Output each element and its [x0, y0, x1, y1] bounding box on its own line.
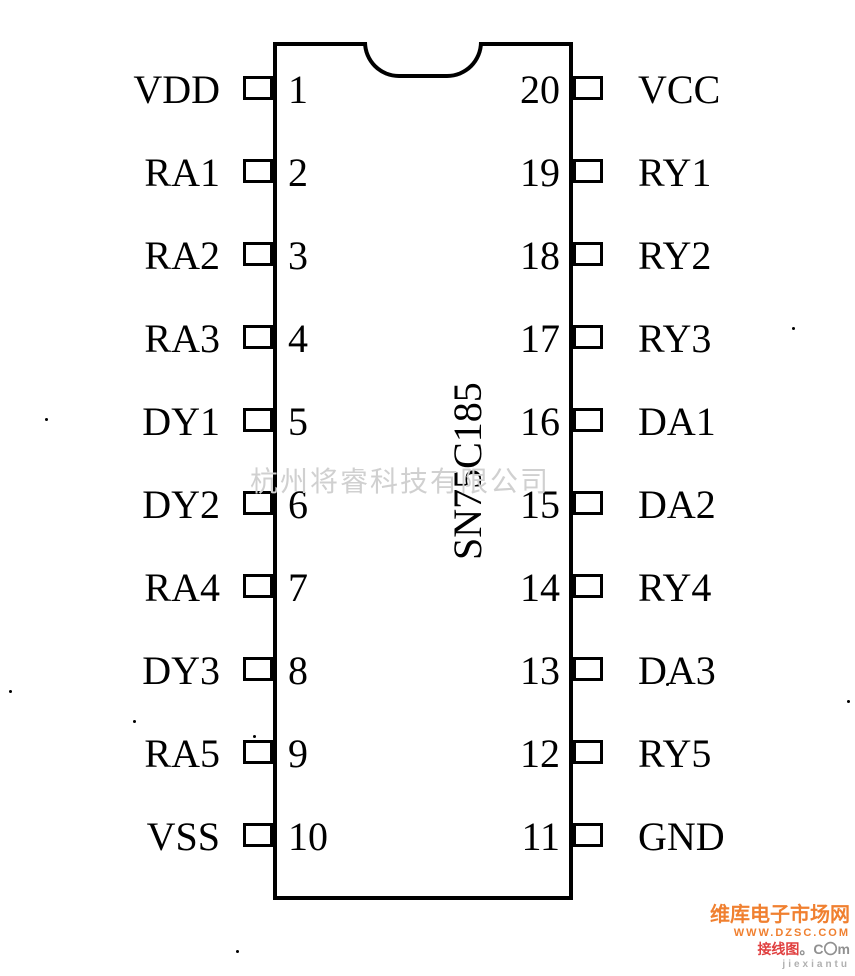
pin-label: RA5 [60, 734, 220, 774]
pin-number: 17 [500, 319, 560, 359]
pin-box [573, 408, 603, 432]
logo-subtitle-red: 接线图 [757, 941, 799, 957]
pin-label: VCC [638, 70, 720, 110]
pin-label: RA4 [60, 568, 220, 608]
pin-box [243, 76, 273, 100]
pin-box [243, 325, 273, 349]
speck [847, 700, 850, 703]
pin-number: 20 [500, 70, 560, 110]
speck [45, 418, 48, 421]
pin-number: 19 [500, 153, 560, 193]
pin-box [243, 242, 273, 266]
pin-box [243, 408, 273, 432]
pin-label: RA1 [60, 153, 220, 193]
pin-box [243, 574, 273, 598]
logo-subtitle-gray: 。C〇m [799, 941, 850, 957]
pin-box [573, 574, 603, 598]
logo-title: 维库电子市场网 [680, 898, 850, 927]
pin-box [573, 740, 603, 764]
pin-number: 18 [500, 236, 560, 276]
pin-number: 14 [500, 568, 560, 608]
pin-number: 3 [288, 236, 308, 276]
pin-number: 2 [288, 153, 308, 193]
speck [133, 720, 136, 723]
pin-box [243, 740, 273, 764]
pin-label: DA1 [638, 402, 716, 442]
pin-label: VDD [60, 70, 220, 110]
pin-box [573, 491, 603, 515]
speck [792, 327, 795, 330]
pin-number: 16 [500, 402, 560, 442]
speck [253, 735, 256, 738]
pin-label: RY4 [638, 568, 711, 608]
speck [9, 690, 12, 693]
logo-url: WWW.DZSC.COM [680, 927, 850, 939]
logo-sub: jiexiantu [680, 959, 850, 970]
pin-number: 1 [288, 70, 308, 110]
pin-label: RA3 [60, 319, 220, 359]
pin-box [573, 242, 603, 266]
pin-label: RY5 [638, 734, 711, 774]
pin-box [573, 76, 603, 100]
pin-label: GND [638, 817, 725, 857]
pin-number: 9 [288, 734, 308, 774]
pin-box [573, 159, 603, 183]
pin-number: 7 [288, 568, 308, 608]
speck [666, 683, 669, 686]
pin-box [573, 657, 603, 681]
logo-subtitle: 接线图。C〇m [680, 939, 850, 959]
ic-pinout-diagram: 1VDD2RA13RA24RA35DY16DY27RA48DY39RA510VS… [0, 0, 855, 976]
pin-number: 5 [288, 402, 308, 442]
pin-box [573, 325, 603, 349]
pin-box [243, 823, 273, 847]
pin-number: 13 [500, 651, 560, 691]
pin-number: 8 [288, 651, 308, 691]
pin-number: 12 [500, 734, 560, 774]
pin-box [573, 823, 603, 847]
pin-label: RY1 [638, 153, 711, 193]
pin-label: DA2 [638, 485, 716, 525]
pin-label: DY2 [60, 485, 220, 525]
pin-label: DA3 [638, 651, 716, 691]
pin-number: 4 [288, 319, 308, 359]
pin-label: VSS [60, 817, 220, 857]
pin-label: RY2 [638, 236, 711, 276]
pin-label: RY3 [638, 319, 711, 359]
watermark-text: 杭州将睿科技有限公司 [250, 460, 550, 500]
source-logo: 维库电子市场网WWW.DZSC.COM接线图。C〇mjiexiantu [680, 898, 850, 970]
pin-label: DY3 [60, 651, 220, 691]
pin-label: DY1 [60, 402, 220, 442]
pin-number: 11 [500, 817, 560, 857]
pin-box [243, 657, 273, 681]
pin-box [243, 159, 273, 183]
pin-number: 10 [288, 817, 328, 857]
speck [236, 950, 239, 953]
chip-notch [363, 42, 483, 78]
pin-label: RA2 [60, 236, 220, 276]
